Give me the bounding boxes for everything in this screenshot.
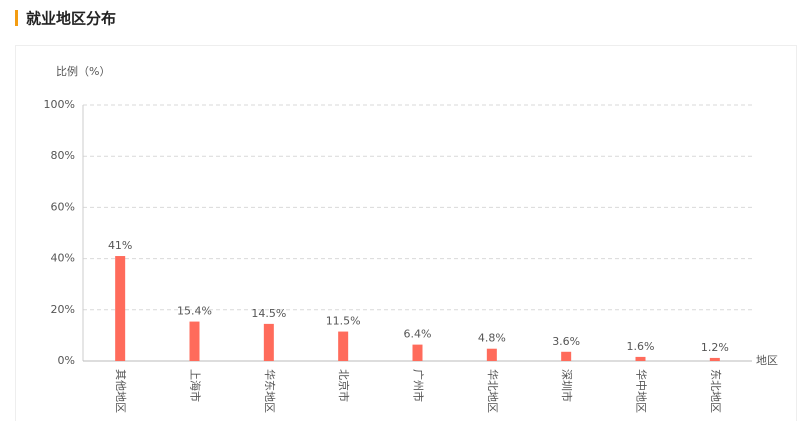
bar — [486, 348, 497, 361]
x-axis-label: 地区 — [756, 354, 778, 367]
x-tick-label: 北京市 — [337, 369, 351, 402]
bar — [561, 351, 572, 361]
chart-title: 就业地区分布 — [26, 10, 116, 28]
bar — [263, 323, 274, 361]
bar — [412, 344, 423, 361]
value-label: 6.4% — [404, 328, 432, 341]
x-tick-label: 华东地区 — [263, 369, 277, 413]
x-tick-label: 华中地区 — [635, 369, 649, 413]
value-label: 14.5% — [251, 307, 286, 320]
y-tick-label: 0% — [58, 354, 75, 367]
value-label: 1.6% — [627, 340, 655, 353]
value-label: 11.5% — [326, 315, 361, 328]
value-label: 1.2% — [701, 341, 729, 354]
bar — [709, 357, 720, 361]
bar — [115, 256, 126, 361]
y-axis-label: 比例（%） — [56, 64, 110, 78]
y-tick-label: 60% — [51, 200, 75, 213]
x-tick-label: 其他地区 — [114, 369, 127, 413]
title-accent — [15, 10, 18, 26]
value-label: 15.4% — [177, 305, 212, 318]
x-tick-label: 华北地区 — [486, 369, 500, 413]
value-label: 41% — [108, 239, 132, 252]
bar — [635, 356, 646, 361]
bar — [338, 331, 349, 361]
x-tick-label: 上海市 — [189, 369, 203, 402]
y-tick-label: 20% — [51, 303, 75, 316]
y-tick-label: 80% — [51, 149, 75, 162]
x-tick-label: 东北地区 — [709, 369, 722, 413]
bar — [189, 321, 200, 361]
x-tick-label: 广州市 — [412, 369, 426, 402]
y-tick-label: 40% — [51, 252, 75, 265]
value-label: 3.6% — [552, 335, 580, 348]
x-tick-label: 深圳市 — [560, 369, 574, 402]
panel — [15, 45, 797, 425]
value-label: 4.8% — [478, 332, 506, 345]
y-tick-label: 100% — [44, 98, 75, 111]
